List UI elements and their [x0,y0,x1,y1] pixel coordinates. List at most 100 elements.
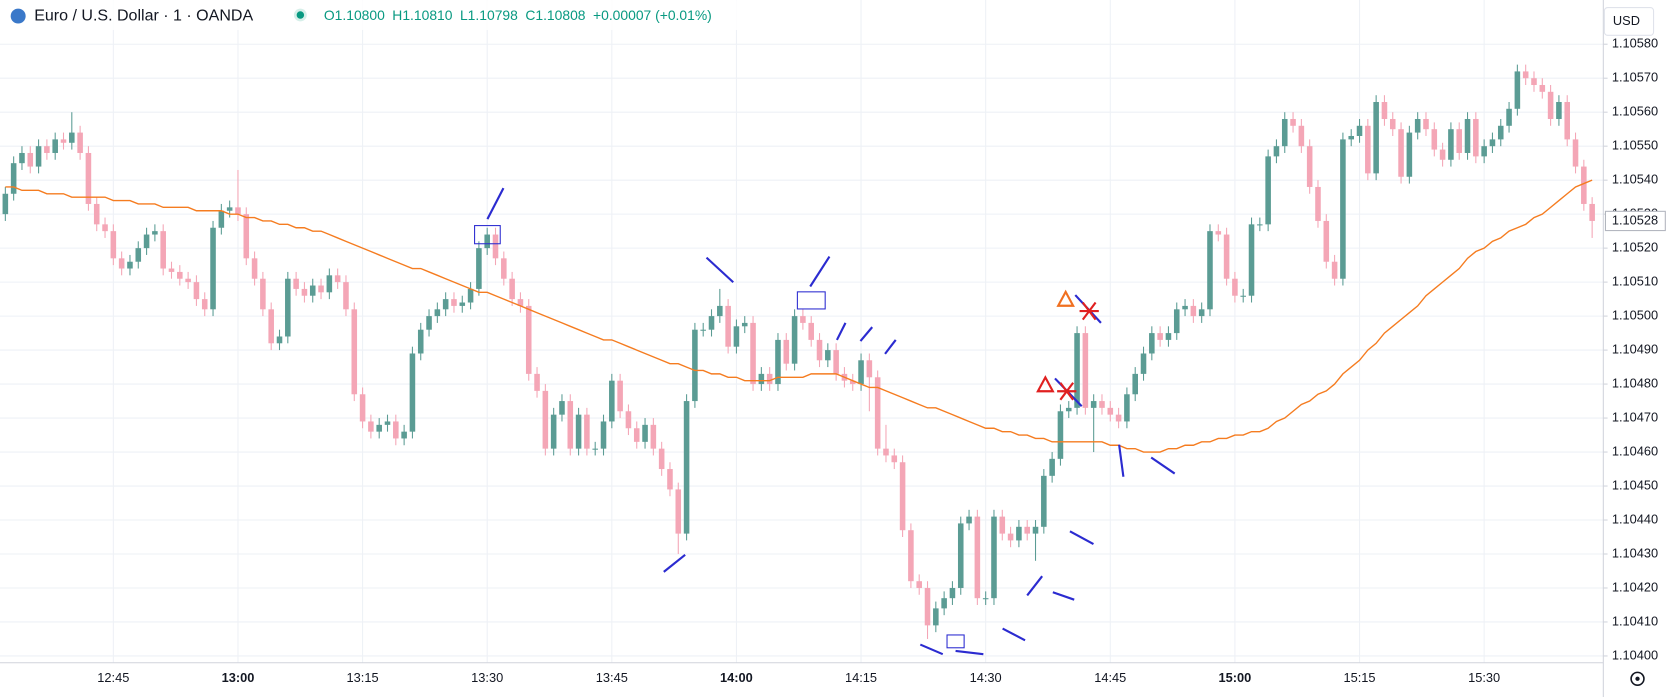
candle-body [1365,125,1371,174]
triangle-marker [1056,289,1075,307]
y-tick-label: 1.10540 [1612,172,1658,187]
drawings [474,187,1176,656]
candle-body [268,309,274,344]
candle-body [1132,373,1138,395]
candle-body [849,380,856,385]
candle-body [733,326,740,347]
candle-body [351,309,358,395]
candle-body [1140,353,1147,374]
y-tick-label: 1.10430 [1612,545,1658,560]
trend-line [705,256,734,284]
candle-body [226,207,233,211]
candle-body [168,268,175,272]
candle-body [708,316,715,330]
candle-body [667,469,673,490]
symbol-title[interactable]: Euro / U.S. Dollar · 1 · OANDA [34,6,253,24]
candle-body [1556,102,1562,119]
x-tick-label: 12:45 [97,670,129,685]
symbol-icon[interactable] [10,8,26,24]
candle-body [459,302,466,306]
candle-body [592,448,598,450]
candle-body [725,305,731,347]
candle-body [941,598,947,609]
candle-body [700,329,706,331]
candle-body [625,411,632,429]
candle-body [501,258,507,279]
candle-body [476,248,482,289]
x-tick-label: 14:30 [970,670,1002,685]
ohlc-value: O1.10800 [324,7,385,23]
candle-body [1547,91,1554,119]
candle-body [1406,132,1413,177]
candle-body [260,278,266,310]
candle-body [1448,129,1454,160]
candle-body [609,380,615,422]
candle-body [376,424,382,432]
candle-body [393,421,399,439]
y-tick-label: 1.10400 [1612,647,1658,662]
candle-body [77,132,83,153]
candle-body [1265,156,1271,225]
candle-body [143,234,150,249]
candle-body [1190,305,1197,317]
candle-body [110,231,117,259]
candle-body [874,377,881,449]
candle-body [1032,526,1039,534]
candle-body [1090,401,1097,408]
x-tick-label: 14:45 [1094,670,1126,685]
candle-body [218,210,225,228]
candle-body [1323,220,1330,262]
ohlc-value: H1.10810 [392,7,452,23]
candle-body [1041,475,1047,527]
trend-line [809,255,831,288]
y-tick-label: 1.10570 [1612,70,1658,85]
candle-body [326,275,333,293]
candle-body [1506,108,1512,126]
candle-body [1099,401,1105,408]
candle-body [1564,102,1570,140]
y-tick-label: 1.10480 [1612,375,1658,390]
box-marker [474,225,501,245]
candle-body [1464,118,1471,153]
candle-body [1481,146,1487,157]
candle-body [949,587,956,599]
candle-body [1539,85,1546,92]
x-tick-label: 14:00 [720,670,753,685]
box-marker [946,634,965,649]
box-marker [796,291,826,310]
candle-body [152,231,158,235]
candle-body [102,224,108,232]
candle-body [800,316,806,323]
candle-body [35,146,42,167]
candle-body [251,258,258,279]
trend-line [1150,456,1176,475]
candle-body [933,608,939,626]
candle-body [509,278,515,300]
candle-body [1398,129,1404,177]
candle-body [1257,224,1263,226]
header-backdrop [0,0,749,30]
candle-body [600,421,607,449]
candle-body [783,339,790,364]
candle-body [409,353,416,432]
candle-body [650,424,657,449]
candle-body [10,163,17,194]
candle-body [318,285,324,293]
candle-body [1315,186,1321,221]
settings-icon[interactable] [1630,671,1645,686]
candle-body [916,581,922,588]
candle-body [1489,139,1496,147]
trend-line [663,553,686,573]
ohlc-value: +0.00007 (+0.01%) [593,7,712,23]
settings-icon-center [1635,676,1640,681]
x-tick-label: 13:45 [596,670,628,685]
y-tick-label: 1.10550 [1612,138,1658,153]
currency-label[interactable]: USD [1613,13,1640,28]
candle-body [559,401,565,415]
ohlc-value: C1.10808 [525,7,585,23]
currency-button[interactable] [1603,6,1655,36]
candle-body [442,299,449,310]
candle-body [1431,129,1438,150]
candle-body [658,448,665,470]
